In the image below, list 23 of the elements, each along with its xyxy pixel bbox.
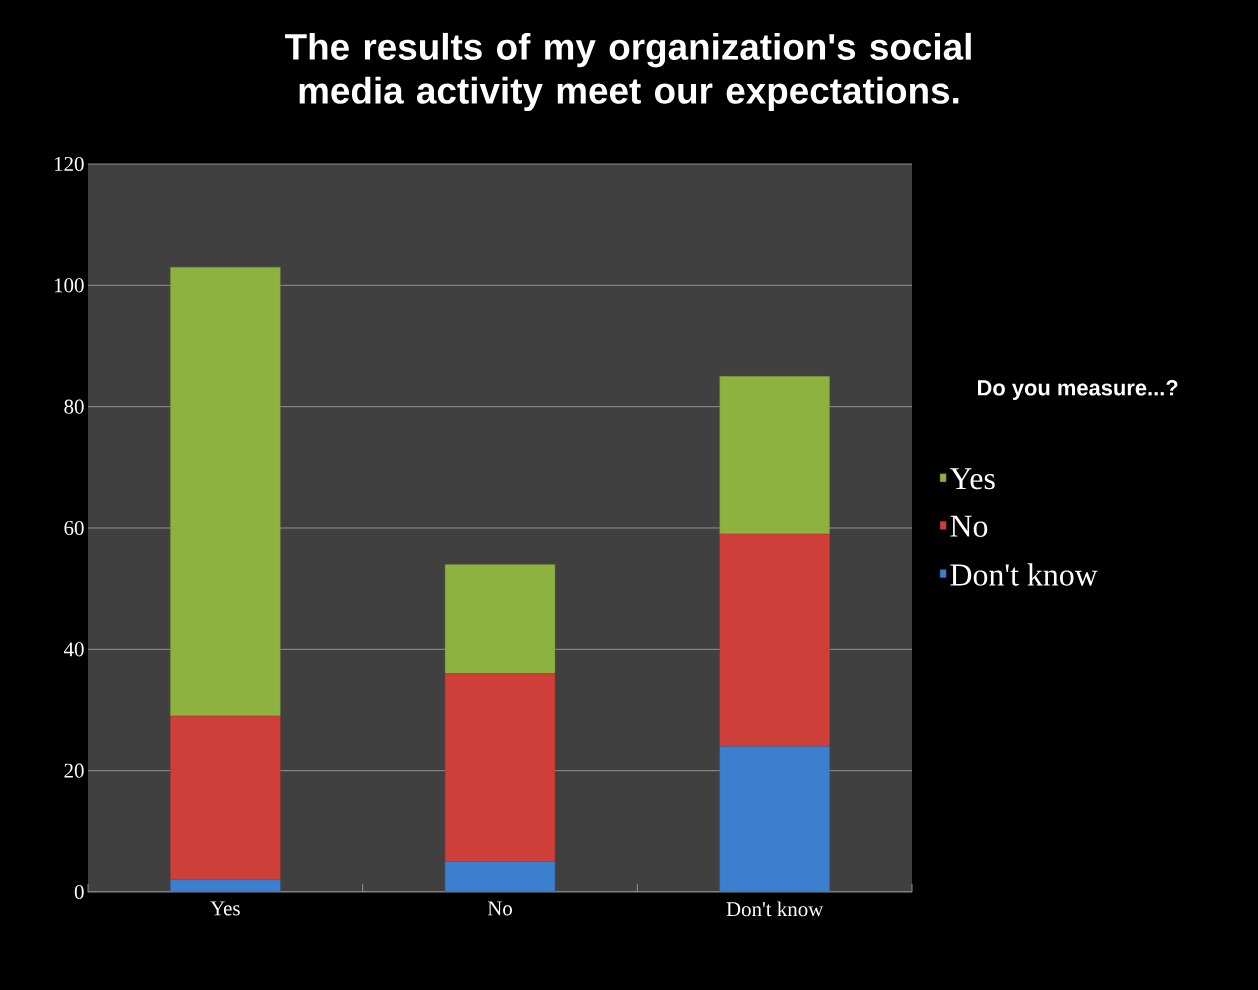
y-tick-label: 120 <box>54 156 84 172</box>
chart-title: The results of my organization's social media activity meet our expectations. <box>285 32 971 112</box>
legend-title: Do you measure...? <box>978 380 1178 400</box>
y-tick-label: 100 <box>54 278 84 293</box>
x-tick-label: Yes <box>210 901 240 916</box>
bar <box>444 564 556 674</box>
y-tick-label: 20 <box>64 763 84 778</box>
y-tick-label: 80 <box>64 399 84 414</box>
legend-label: No <box>950 515 988 537</box>
bar <box>444 673 556 862</box>
x-tick-label: No <box>487 901 512 916</box>
bar <box>170 715 281 881</box>
y-tick-label: 60 <box>64 520 84 536</box>
bar <box>719 533 830 747</box>
y-tick-label: 0 <box>74 884 84 900</box>
legend-label: Don't know <box>950 563 1098 586</box>
bar <box>719 376 830 535</box>
bar <box>444 861 556 892</box>
bar <box>170 266 281 717</box>
legend-label: Yes <box>949 468 995 490</box>
x-tick-label: Don't know <box>726 901 824 917</box>
bar <box>719 746 830 892</box>
y-tick-label: 40 <box>63 642 84 657</box>
